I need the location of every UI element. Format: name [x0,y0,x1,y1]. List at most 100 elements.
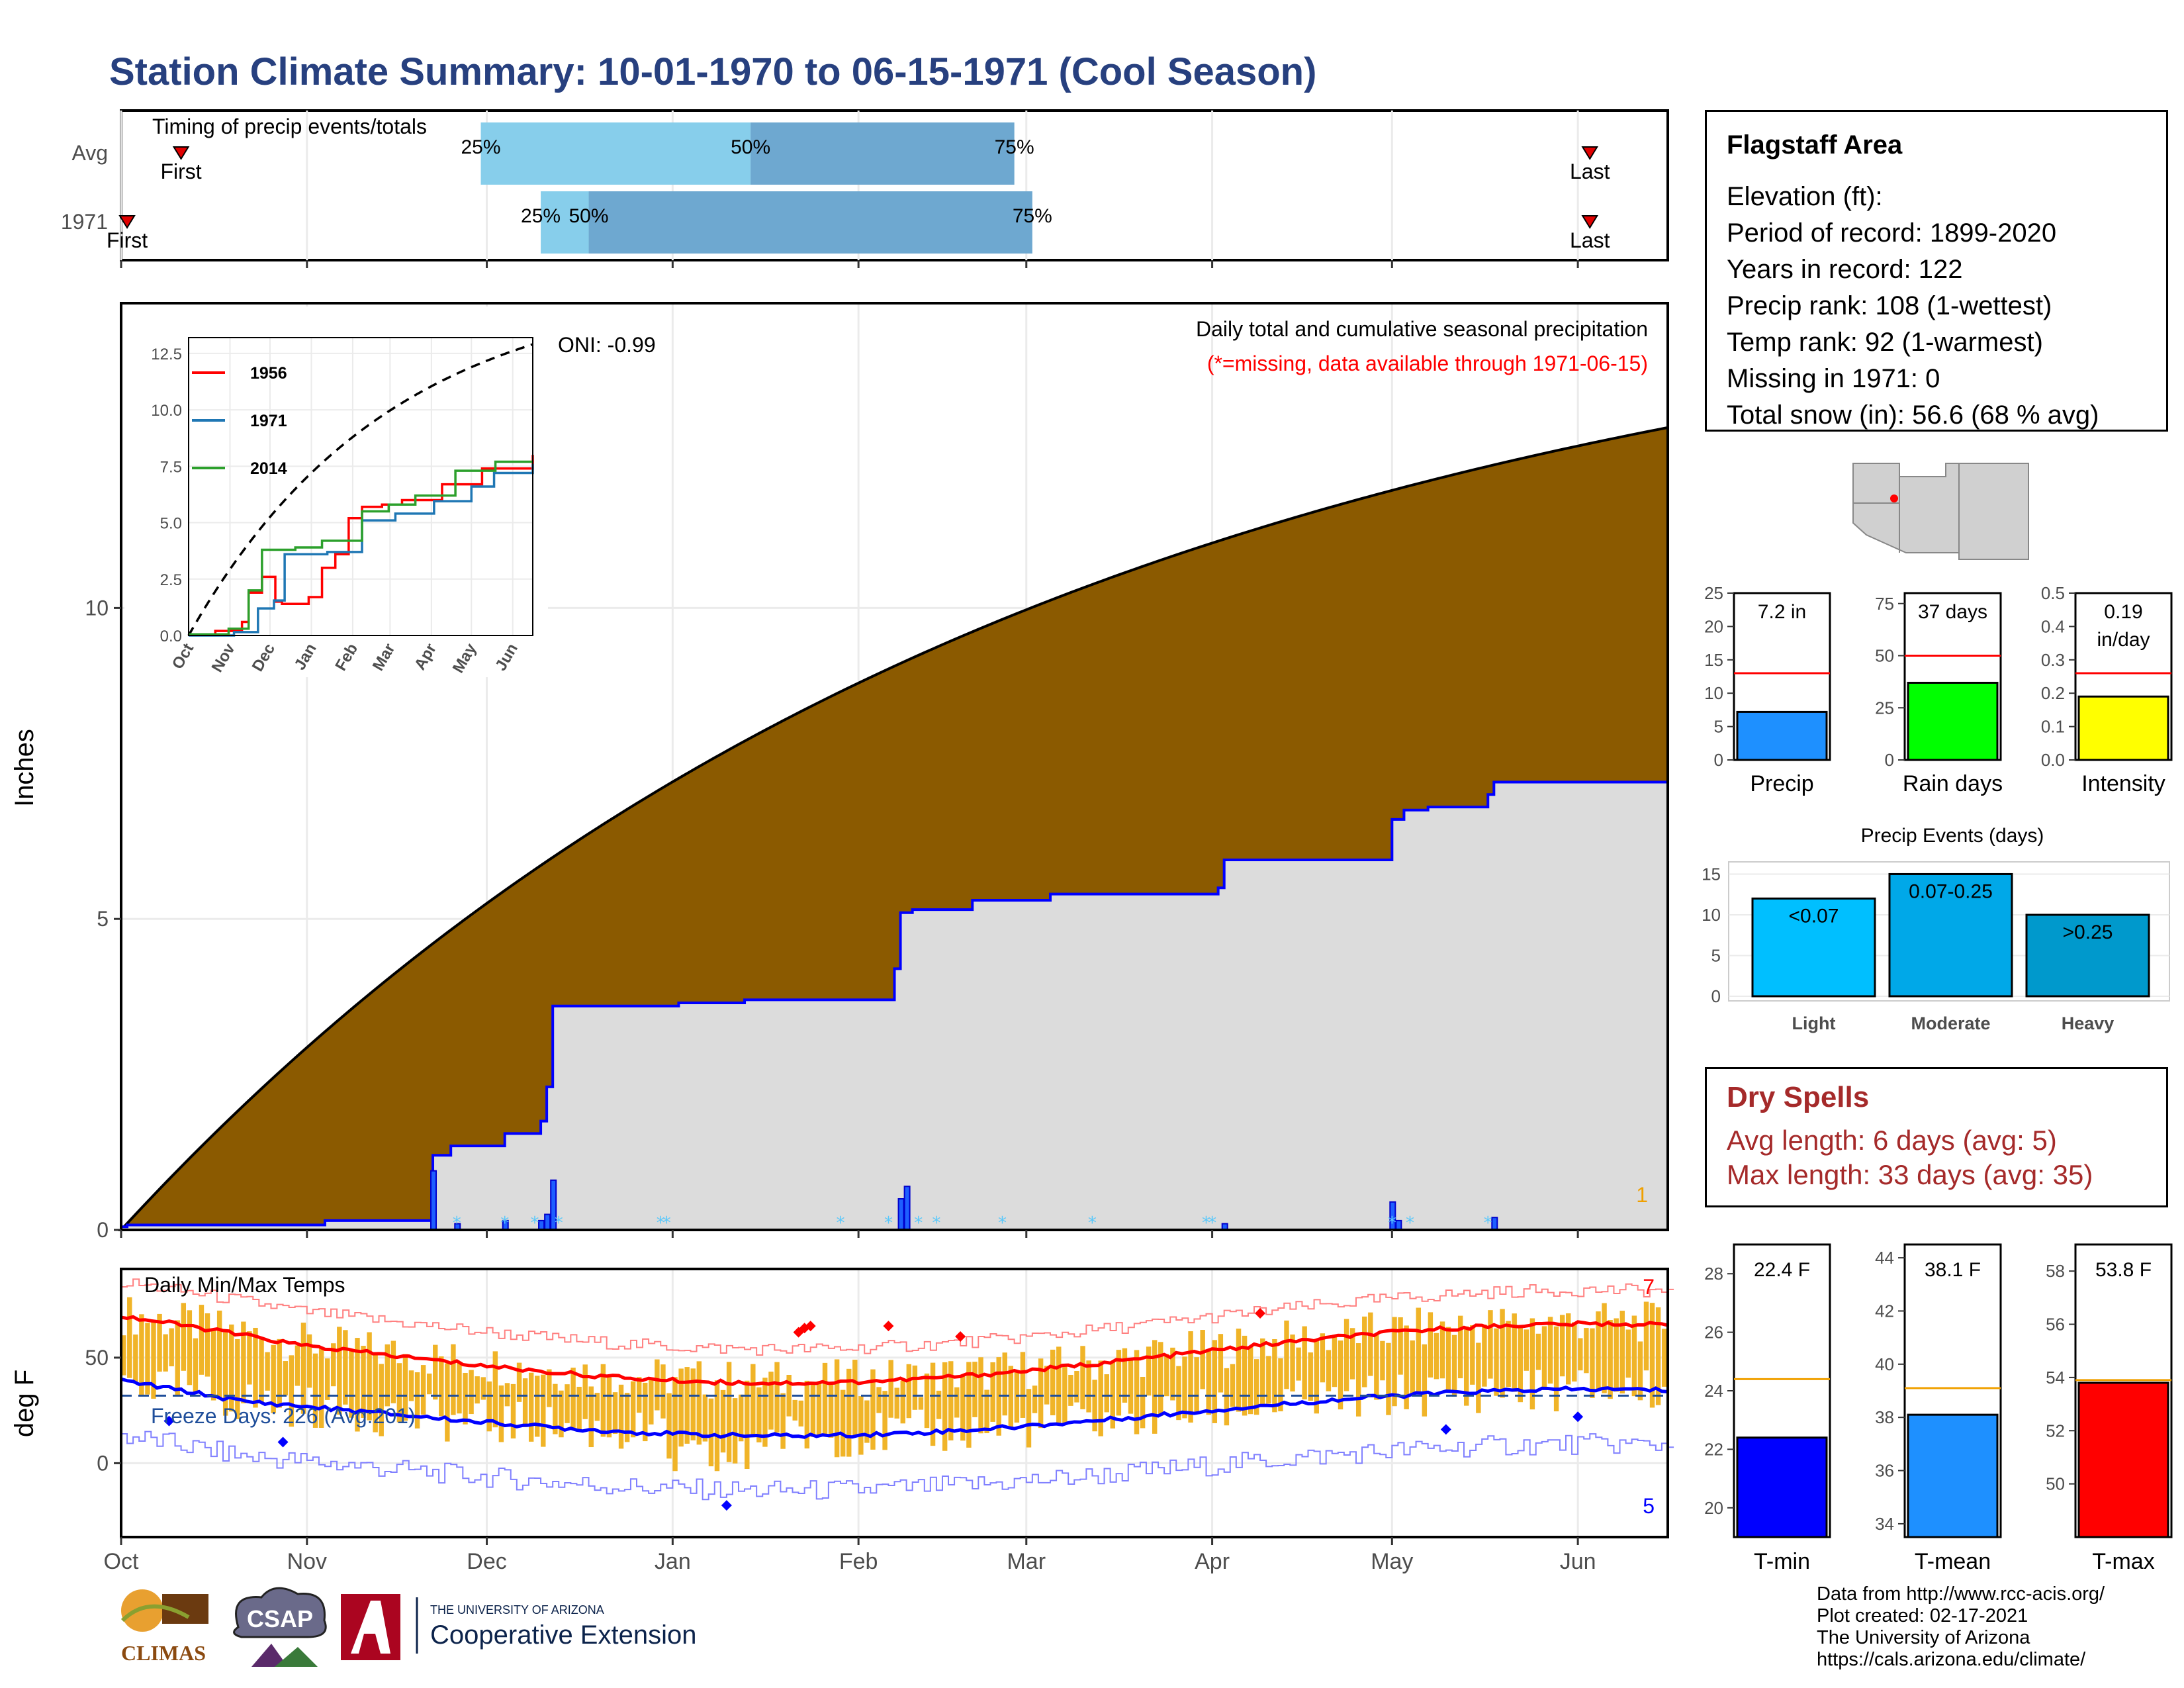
timing-panel: Timing of precip events/totals Avg 25% 50%… [61,109,1669,261]
mini-bar-tick: 10 [1704,683,1723,703]
temp-ytick-label: 0 [97,1451,109,1475]
daily-precip-bar [1491,1217,1498,1231]
daily-temp-bar [205,1313,210,1377]
daily-temp-bar [361,1346,366,1419]
daily-temp-bar [930,1362,936,1446]
daily-temp-bar [1278,1358,1283,1412]
temp-bar-tick: 24 [1704,1381,1723,1401]
missing-star-marker: * [836,1213,844,1233]
daily-temp-bar [762,1378,768,1447]
daily-temp-bar [912,1365,918,1410]
inset-average-line [187,343,533,636]
daily-precip-bar [538,1219,545,1231]
page-title: Station Climate Summary: 10-01-1970 to 0… [109,50,1316,93]
daily-temp-bar [1637,1341,1643,1401]
daily-temp-bar [1128,1358,1134,1414]
daily-precip-bar [897,1198,905,1231]
daily-temp-bar [504,1383,510,1407]
daily-temp-bar [822,1362,828,1434]
temp-bar-label: T-min [1754,1549,1810,1574]
daily-temp-bar [1260,1338,1265,1404]
daily-temp-bar [522,1378,528,1428]
daily-temp-bar [1170,1347,1175,1401]
record-low-marker [1440,1424,1451,1435]
daily-temp-bar [786,1374,792,1417]
csap-logo: CSAP [233,1587,327,1667]
daily-temp-bar [1362,1316,1367,1387]
event-category: Heavy [2062,1013,2115,1033]
station-location-marker [1890,494,1898,502]
daily-temp-bar [1500,1309,1505,1398]
daily-temp-bar [756,1387,762,1442]
timing-q25-q50-bar [480,122,751,185]
daily-temp-bar [283,1361,288,1395]
temp-bottom-count: 5 [1643,1494,1655,1518]
daily-temp-bar [181,1303,187,1371]
info-line: Precip rank: 108 (1-wettest) [1727,291,2052,320]
footer-credits: Data from http://www.rcc-acis.org/ Plot … [1817,1583,2105,1671]
temp-bar-tick: 44 [1875,1248,1894,1268]
daily-temp-bar [1164,1354,1169,1397]
daily-temp-bar [199,1305,205,1375]
daily-temp-bar [1206,1350,1211,1415]
logos-row: CLIMAS CSAP THE UNIVERSITY OF ARIZONA Co… [120,1587,696,1667]
ua-logo: THE UNIVERSITY OF ARIZONA Cooperative Ex… [341,1594,696,1660]
avg-min-line [120,1377,1668,1439]
daily-precip-bar [544,1213,551,1231]
mini-bar-value-unit: in/day [2097,629,2150,651]
daily-temp-bar [1092,1380,1097,1432]
daily-temp-bar [649,1379,654,1425]
daily-temp-bar [1188,1331,1193,1423]
daily-temp-bar [222,1332,228,1416]
daily-temp-bar [1422,1344,1428,1417]
daily-temp-bar [1512,1313,1517,1392]
daily-temp-bar [1655,1307,1661,1405]
missing-star-marker: * [1406,1213,1414,1233]
daily-temp-bar [1212,1340,1218,1423]
daily-temp-bar [780,1393,786,1449]
daily-temp-bar [1020,1352,1026,1418]
mini-bar-tick: 0.4 [2041,616,2065,636]
event-bar [1751,897,1876,998]
events-tick: 15 [1702,864,1721,884]
daily-temp-bar [1326,1350,1332,1391]
daily-temp-bar [379,1364,384,1436]
timing-p25-label: 25% [521,205,561,227]
mini-bar-value [1907,681,1999,761]
mini-bar-tick: 0 [1714,750,1723,770]
month-tick-label: Oct [104,1549,139,1574]
mini-bar-value-label: 37 days [1918,601,1987,623]
timing-q50-q75-bar [751,122,1015,185]
event-category: Moderate [1911,1013,1990,1033]
daily-temp-bar [972,1362,978,1417]
events-tick: 5 [1711,945,1721,965]
daily-temp-bar [1524,1329,1529,1371]
temp-ytick-label: 50 [85,1346,109,1370]
temp-bar-value [2077,1382,2169,1538]
daily-temp-bar [1404,1325,1409,1409]
month-tick-label: Jun [1560,1549,1596,1574]
daily-temp-bar [1625,1329,1631,1378]
temp-bar-t-max: 50 52 54 56 58 53.8 F T-max [2046,1243,2173,1574]
daily-temp-bar [1224,1368,1230,1426]
daily-temp-bar [1056,1346,1062,1426]
daily-temp-bar [732,1398,738,1464]
daily-temp-bar [169,1328,174,1367]
timing-title: Timing of precip events/totals [152,115,427,138]
daily-temp-bar [840,1389,846,1457]
daily-temp-bar [127,1297,132,1378]
daily-temp-bar [894,1387,899,1419]
daily-temp-bar [355,1338,360,1432]
daily-temp-bar [1002,1352,1007,1416]
event-bar-label: <0.07 [1789,905,1839,927]
daily-temp-bar [1355,1343,1361,1417]
daily-temp-bar [133,1335,138,1383]
daily-temp-bar [1140,1376,1146,1429]
daily-temp-bar [1272,1339,1277,1413]
daily-temp-bar [792,1399,797,1421]
daily-temp-bar [1116,1350,1122,1416]
daily-temp-bar [1284,1320,1289,1389]
daily-temp-bar [1122,1348,1128,1403]
inset-ytick-label: 10.0 [151,402,182,420]
footer-line: The University of Arizona [1817,1627,2030,1648]
